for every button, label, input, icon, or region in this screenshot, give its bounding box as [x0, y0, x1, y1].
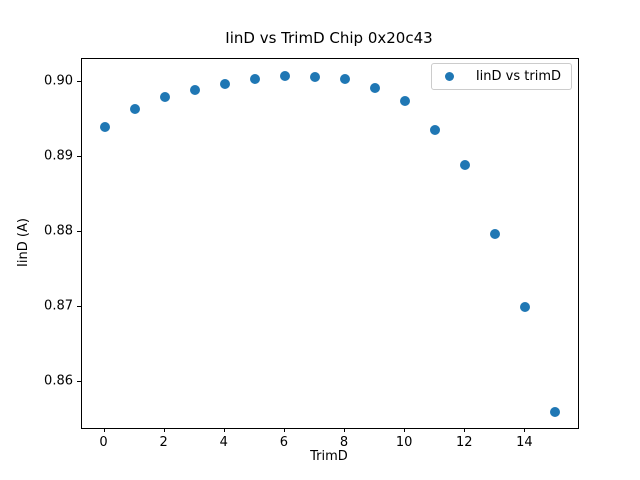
x-tick-label: 0 — [99, 435, 108, 450]
y-axis-label: IinD (A) — [0, 58, 46, 427]
y-tick-label: 0.87 — [44, 298, 73, 314]
data-point — [249, 73, 260, 84]
legend-marker-icon — [444, 72, 454, 81]
data-point — [129, 104, 140, 115]
data-point — [490, 228, 501, 239]
data-point — [400, 96, 411, 106]
data-point — [340, 73, 351, 84]
data-point — [550, 406, 561, 417]
x-tick-mark — [464, 428, 466, 432]
x-tick-label: 2 — [159, 435, 168, 450]
x-tick-mark — [524, 428, 526, 432]
plot-area: IinD vs trimD — [81, 58, 579, 429]
x-tick-mark — [103, 428, 105, 432]
legend: IinD vs trimD — [430, 63, 572, 90]
data-point — [520, 301, 531, 312]
data-point — [99, 121, 110, 132]
data-point — [279, 71, 290, 82]
legend-label: IinD vs trimD — [475, 69, 561, 84]
y-tick-mark — [77, 156, 81, 158]
data-point — [309, 72, 320, 82]
data-point — [370, 82, 381, 93]
x-tick-label: 8 — [339, 435, 349, 450]
x-tick-mark — [223, 428, 225, 432]
x-tick-mark — [283, 428, 285, 432]
x-tick-label: 14 — [516, 435, 533, 450]
x-axis-label: TrimD — [310, 449, 348, 464]
y-tick-label: 0.88 — [44, 223, 73, 239]
data-point — [430, 125, 441, 136]
x-tick-label: 12 — [455, 435, 473, 450]
x-tick-mark — [404, 428, 406, 432]
x-tick-mark — [344, 428, 346, 432]
data-point — [189, 84, 200, 95]
x-tick-label: 6 — [279, 435, 289, 450]
y-tick-mark — [77, 381, 81, 383]
y-tick-mark — [77, 81, 81, 83]
x-tick-mark — [163, 428, 165, 432]
chart-title: IinD vs TrimD Chip 0x20c43 — [225, 29, 433, 47]
data-point — [219, 78, 230, 89]
data-point — [159, 92, 170, 103]
y-tick-label: 0.86 — [44, 373, 73, 389]
x-tick-label: 4 — [219, 435, 228, 450]
y-axis-label-text: IinD (A) — [15, 218, 31, 267]
y-tick-mark — [77, 231, 81, 233]
y-tick-mark — [77, 306, 81, 308]
x-tick-label: 10 — [395, 435, 413, 450]
y-tick-label: 0.89 — [44, 148, 73, 164]
y-tick-label: 0.90 — [44, 73, 73, 89]
data-point — [460, 159, 471, 170]
